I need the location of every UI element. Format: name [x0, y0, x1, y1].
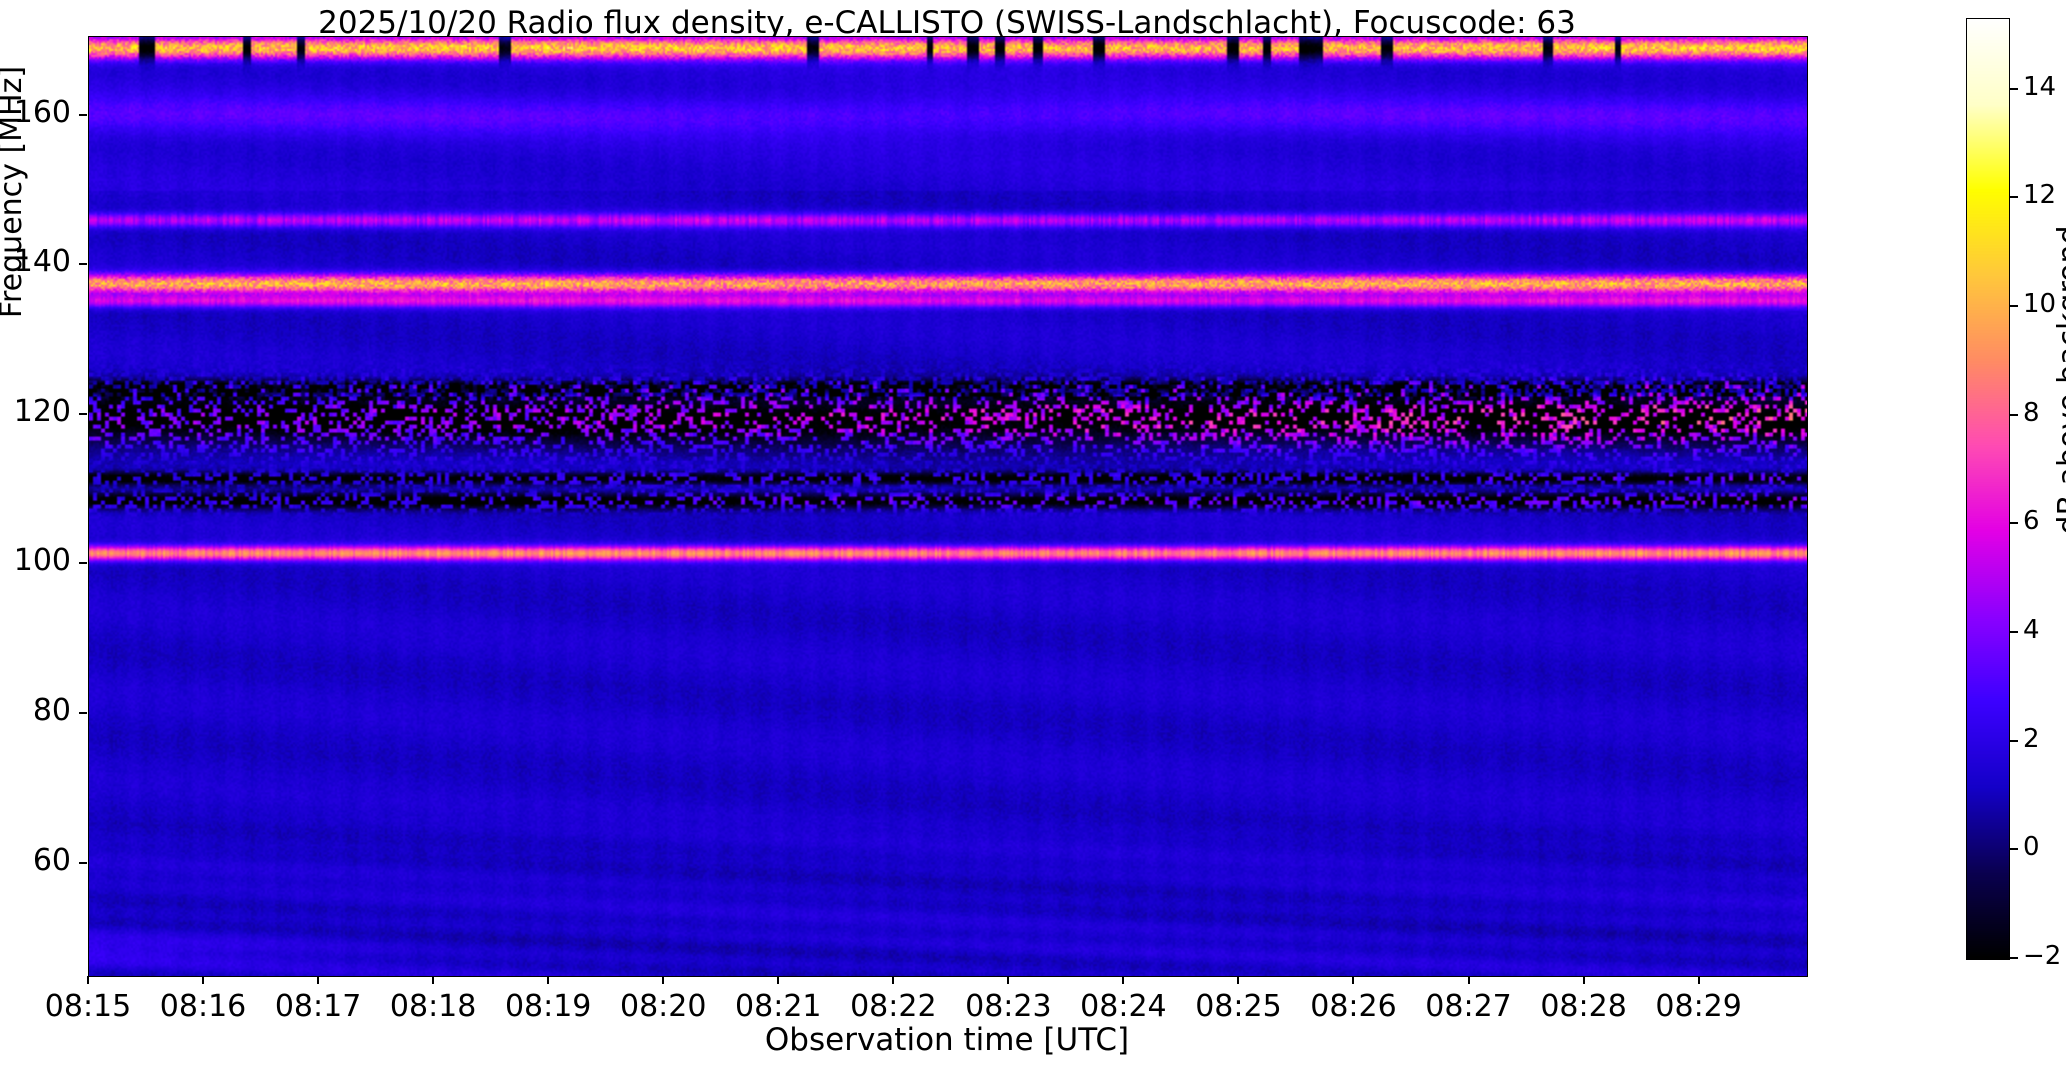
x-tick-label: 08:28 — [1540, 989, 1627, 1024]
x-tick-label: 08:25 — [1195, 989, 1282, 1024]
colorbar-tick-mark — [2009, 957, 2018, 959]
colorbar-tick-label: 2 — [2023, 723, 2040, 754]
colorbar-tick-mark — [2009, 848, 2018, 851]
y-tick-label: 120 — [13, 393, 71, 429]
x-tick-label: 08:29 — [1655, 989, 1742, 1024]
colorbar-tick-label: 0 — [2023, 832, 2040, 863]
y-tick-label: 140 — [13, 244, 71, 280]
x-tick-mark — [1352, 976, 1355, 984]
x-tick-label: 08:24 — [1080, 989, 1167, 1024]
x-tick-mark — [892, 976, 895, 984]
colorbar-tick-mark — [2009, 522, 2018, 525]
y-tick-mark — [79, 712, 87, 715]
y-tick-label: 100 — [13, 543, 71, 579]
x-tick-label: 08:26 — [1310, 989, 1397, 1024]
colorbar-tick-label: 6 — [2023, 506, 2040, 537]
y-tick-label: 60 — [32, 842, 71, 878]
y-tick-label: 80 — [32, 693, 71, 729]
x-tick-label: 08:17 — [274, 989, 362, 1024]
colorbar-tick-label: 14 — [2023, 71, 2057, 102]
x-tick-mark — [432, 976, 435, 984]
colorbar-tick-mark — [2009, 87, 2018, 90]
colorbar-gradient — [1967, 19, 2009, 959]
colorbar-tick-label: 8 — [2023, 397, 2040, 428]
colorbar-tick-label: 12 — [2023, 180, 2057, 211]
y-tick-mark — [79, 263, 87, 266]
colorbar-tick-label: 10 — [2023, 288, 2057, 319]
x-tick-label: 08:23 — [965, 989, 1052, 1024]
x-tick-label: 08:19 — [504, 989, 592, 1024]
x-tick-label: 08:15 — [44, 989, 132, 1024]
x-tick-label: 08:20 — [619, 989, 707, 1024]
colorbar-label: dB above backgrond — [2052, 225, 2066, 535]
y-tick-mark — [79, 861, 87, 864]
x-tick-mark — [547, 976, 550, 984]
x-tick-mark — [1237, 976, 1240, 984]
x-tick-mark — [662, 976, 665, 984]
x-tick-mark — [202, 976, 205, 984]
y-tick-mark — [79, 113, 87, 116]
y-tick-label: 160 — [13, 94, 71, 130]
colorbar-tick-label: −2 — [2023, 941, 2062, 971]
x-axis-label: Observation time [UTC] — [764, 1022, 1130, 1058]
y-tick-mark — [79, 412, 87, 415]
x-tick-mark — [1697, 976, 1700, 984]
y-tick-mark — [79, 562, 87, 565]
x-tick-label: 08:27 — [1425, 989, 1512, 1024]
y-axis-label: Frequency [MHz] — [0, 65, 29, 319]
spectrogram-plot-area — [88, 36, 1808, 977]
x-tick-mark — [1122, 976, 1125, 984]
x-tick-label: 08:16 — [159, 989, 247, 1024]
colorbar-tick-label: 4 — [2023, 614, 2040, 645]
colorbar-tick-mark — [2009, 413, 2018, 416]
x-tick-mark — [1467, 976, 1470, 984]
x-tick-mark — [1582, 976, 1585, 984]
x-tick-mark — [87, 976, 89, 984]
x-tick-label: 08:22 — [850, 989, 937, 1024]
x-tick-mark — [777, 976, 780, 984]
x-tick-mark — [317, 976, 320, 984]
spectrogram-image — [89, 37, 1807, 976]
x-tick-label: 08:18 — [389, 989, 477, 1024]
colorbar-tick-mark — [2009, 196, 2018, 199]
colorbar-tick-mark — [2009, 739, 2018, 742]
x-tick-label: 08:21 — [735, 989, 822, 1024]
x-tick-mark — [1007, 976, 1010, 984]
colorbar — [1966, 18, 2010, 960]
page-title: 2025/10/20 Radio flux density, e-CALLIST… — [318, 5, 1576, 41]
colorbar-tick-mark — [2009, 630, 2018, 633]
colorbar-tick-mark — [2009, 304, 2018, 307]
